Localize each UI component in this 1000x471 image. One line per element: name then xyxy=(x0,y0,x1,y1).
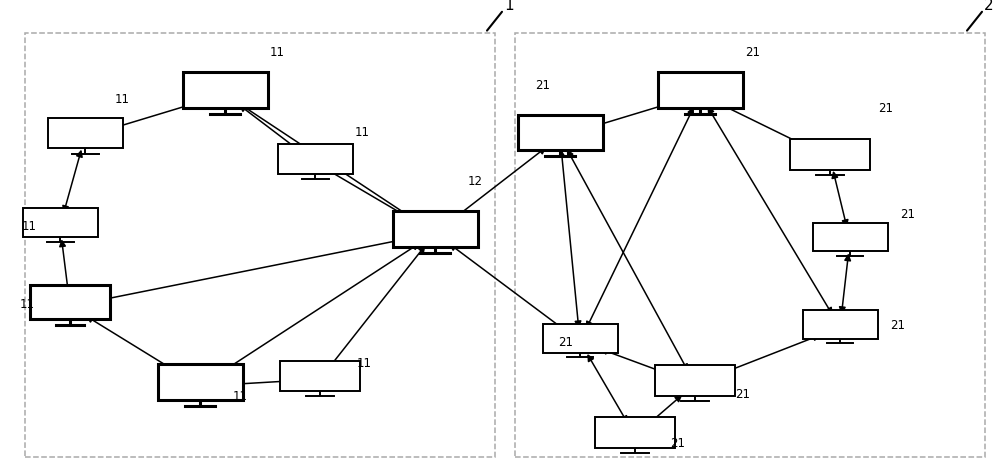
Bar xyxy=(278,144,352,174)
Text: 21: 21 xyxy=(558,335,573,349)
Text: 1: 1 xyxy=(504,0,514,13)
Bar xyxy=(182,73,268,108)
Bar xyxy=(518,115,603,150)
Text: 21: 21 xyxy=(890,319,905,332)
Text: 11: 11 xyxy=(20,298,35,311)
Bar xyxy=(515,33,985,457)
Text: 11: 11 xyxy=(115,93,130,106)
Bar xyxy=(392,211,478,247)
Bar xyxy=(790,139,870,170)
Bar xyxy=(280,360,360,391)
Bar xyxy=(655,365,735,396)
Text: 11: 11 xyxy=(233,390,248,403)
Text: 11: 11 xyxy=(22,220,37,233)
Text: 21: 21 xyxy=(735,388,750,401)
Bar xyxy=(158,365,242,400)
Text: 21: 21 xyxy=(670,437,685,450)
Bar xyxy=(542,324,618,353)
Text: 21: 21 xyxy=(745,46,760,59)
Bar xyxy=(22,209,98,237)
Bar xyxy=(30,285,110,319)
Text: 21: 21 xyxy=(535,79,550,92)
Bar xyxy=(48,118,122,148)
Text: 12: 12 xyxy=(468,175,483,188)
Text: 11: 11 xyxy=(357,357,372,370)
Text: 21: 21 xyxy=(900,208,915,221)
Bar xyxy=(25,33,495,457)
Bar xyxy=(595,417,675,447)
Text: 21: 21 xyxy=(878,102,893,115)
Text: 2: 2 xyxy=(984,0,994,13)
Bar xyxy=(658,73,742,108)
Text: 11: 11 xyxy=(270,46,285,59)
Text: 11: 11 xyxy=(355,126,370,139)
Bar xyxy=(802,310,878,339)
Bar xyxy=(812,223,888,252)
